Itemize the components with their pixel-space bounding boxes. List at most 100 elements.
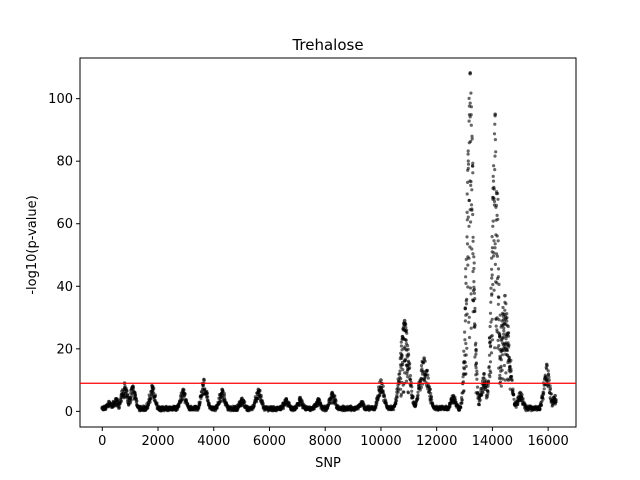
snp-point (117, 406, 121, 410)
snp-point (399, 377, 403, 381)
snp-point (409, 378, 413, 382)
snp-point (511, 393, 516, 397)
snp-point (476, 390, 480, 395)
snp-point (492, 254, 496, 258)
x-tick-label: 14000 (472, 434, 513, 449)
snp-point (405, 328, 409, 332)
snp-point (463, 306, 467, 310)
snp-point (416, 396, 420, 400)
peak-point (181, 387, 185, 392)
snp-point (463, 338, 467, 342)
snp-point (470, 164, 475, 168)
snp-point (381, 384, 385, 388)
snp-point (495, 252, 499, 256)
snp-point (418, 388, 422, 392)
snp-point (416, 390, 420, 394)
snp-point (471, 212, 475, 217)
snp-point (469, 105, 473, 109)
snp-point (469, 292, 473, 296)
snp-point (500, 353, 504, 357)
snp-point (472, 261, 476, 265)
snp-point (505, 319, 509, 323)
snp-point (149, 397, 153, 401)
snp-point (466, 159, 470, 163)
snp-point (511, 390, 515, 394)
snp-point (400, 353, 404, 357)
snp-point (492, 197, 496, 201)
snp-point (498, 313, 502, 317)
snp-point (490, 276, 494, 280)
snp-point (329, 400, 333, 404)
x-tick-label: 2000 (141, 434, 174, 449)
x-axis-label: SNP (315, 456, 341, 471)
snp-point (511, 387, 515, 391)
snp-point (486, 384, 490, 388)
snp-point (465, 210, 469, 214)
snp-point (469, 180, 473, 184)
snp-point (471, 171, 475, 175)
snp-point (404, 338, 408, 342)
snp-point (510, 377, 514, 382)
snp-point (499, 384, 503, 388)
snp-point (493, 262, 497, 266)
snp-point (469, 183, 473, 187)
snp-point (473, 325, 477, 329)
snp-point (129, 398, 133, 402)
snp-point (334, 399, 338, 403)
snp-point (495, 254, 499, 258)
snp-point (294, 406, 298, 410)
snp-point (468, 101, 472, 105)
snp-point (467, 119, 471, 123)
peak-point (131, 384, 135, 389)
peak-point (330, 390, 334, 395)
snp-point (206, 395, 210, 399)
snp-point (501, 335, 506, 339)
snp-point (465, 346, 469, 350)
snp-point (548, 396, 552, 400)
snp-point (135, 399, 139, 403)
peak-point (451, 393, 456, 398)
snp-point (406, 347, 410, 351)
snp-point (496, 275, 500, 279)
y-axis-label: -log10(p-value) (25, 195, 40, 294)
peak-point (553, 393, 557, 398)
snp-point (464, 267, 468, 271)
snp-point (489, 351, 494, 355)
peak-point (402, 318, 407, 323)
snp-point (134, 396, 138, 400)
snp-point (405, 331, 409, 335)
plot-frame (79, 57, 577, 428)
snp-point (467, 96, 471, 100)
snp-point (474, 349, 478, 353)
snp-point (465, 242, 470, 246)
peak-point (107, 400, 112, 404)
snp-point (496, 217, 500, 221)
snp-point (375, 401, 379, 405)
x-tick-label: 0 (98, 434, 106, 449)
snp-point (378, 393, 382, 397)
snp-point (448, 405, 452, 409)
snp-point (469, 123, 473, 127)
x-axis: 0 2000 4000 6000 8000 10000 12000 14000 16000 (98, 427, 569, 449)
snp-point (465, 192, 469, 196)
snp-point (547, 372, 551, 376)
snp-point (493, 122, 497, 126)
snp-point (201, 384, 205, 388)
snp-point (429, 395, 433, 399)
snp-point (466, 263, 470, 267)
snp-point (505, 349, 510, 353)
peak-point (544, 362, 549, 367)
snp-point (547, 375, 551, 379)
snp-point (499, 364, 503, 368)
snp-point (466, 149, 470, 153)
x-tick-label: 12000 (416, 434, 457, 449)
snp-point (498, 332, 502, 336)
snp-point (407, 353, 411, 357)
snp-point (481, 390, 485, 395)
snp-point (404, 379, 409, 383)
snp-point (490, 317, 494, 321)
snp-point (496, 302, 500, 306)
snp-point (490, 293, 494, 297)
y-tick-label: 0 (65, 405, 73, 420)
